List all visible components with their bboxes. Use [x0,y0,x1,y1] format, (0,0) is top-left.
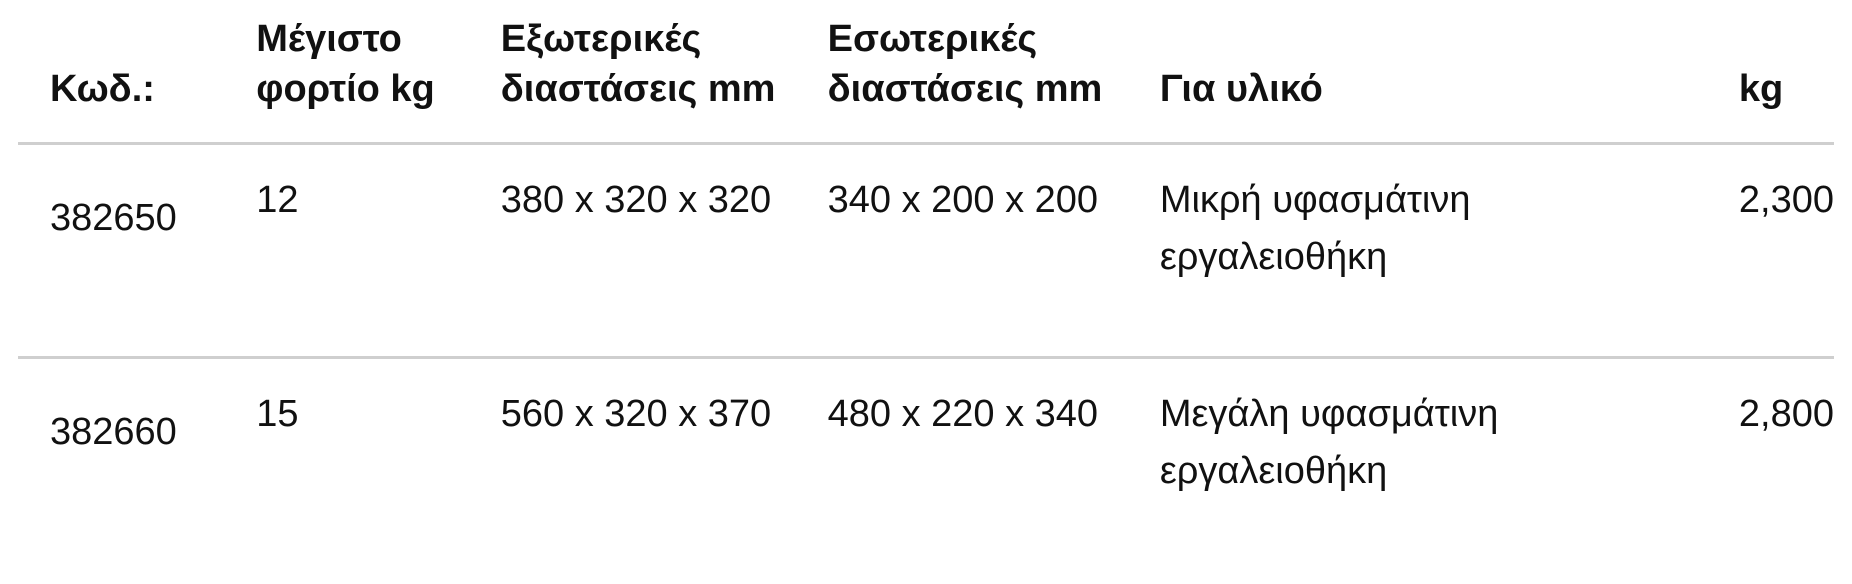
cell-external-dimensions: 380 x 320 x 320 [501,144,828,358]
cell-weight: 2,800 [1739,358,1834,584]
header-external-dimensions: Εξωτερικές διαστάσεις mm [501,0,828,144]
header-code: Κωδ.: [18,0,256,144]
cell-code: 382650 [18,144,256,358]
cell-code: 382660 [18,358,256,584]
cell-internal-dimensions: 480 x 220 x 340 [828,358,1160,584]
table-header-row: Κωδ.: Μέγιστο φορτίο kg Εξωτερικές διαστ… [18,0,1834,144]
cell-internal-dimensions: 340 x 200 x 200 [828,144,1160,358]
cell-material: Μικρή υφασμάτινη εργαλειοθήκη [1160,144,1739,358]
cell-external-dimensions: 560 x 320 x 370 [501,358,828,584]
cell-max-load: 12 [256,144,500,358]
table-row: 382650 12 380 x 320 x 320 340 x 200 x 20… [18,144,1834,358]
header-max-load: Μέγιστο φορτίο kg [256,0,500,144]
product-table: Κωδ.: Μέγιστο φορτίο kg Εξωτερικές διαστ… [18,0,1834,584]
cell-material: Μεγάλη υφασμάτινη εργαλειοθήκη [1160,358,1739,584]
header-weight: kg [1739,0,1834,144]
table-row: 382660 15 560 x 320 x 370 480 x 220 x 34… [18,358,1834,584]
header-material: Για υλικό [1160,0,1739,144]
header-internal-dimensions: Εσωτερικές διαστάσεις mm [828,0,1160,144]
cell-max-load: 15 [256,358,500,584]
cell-weight: 2,300 [1739,144,1834,358]
